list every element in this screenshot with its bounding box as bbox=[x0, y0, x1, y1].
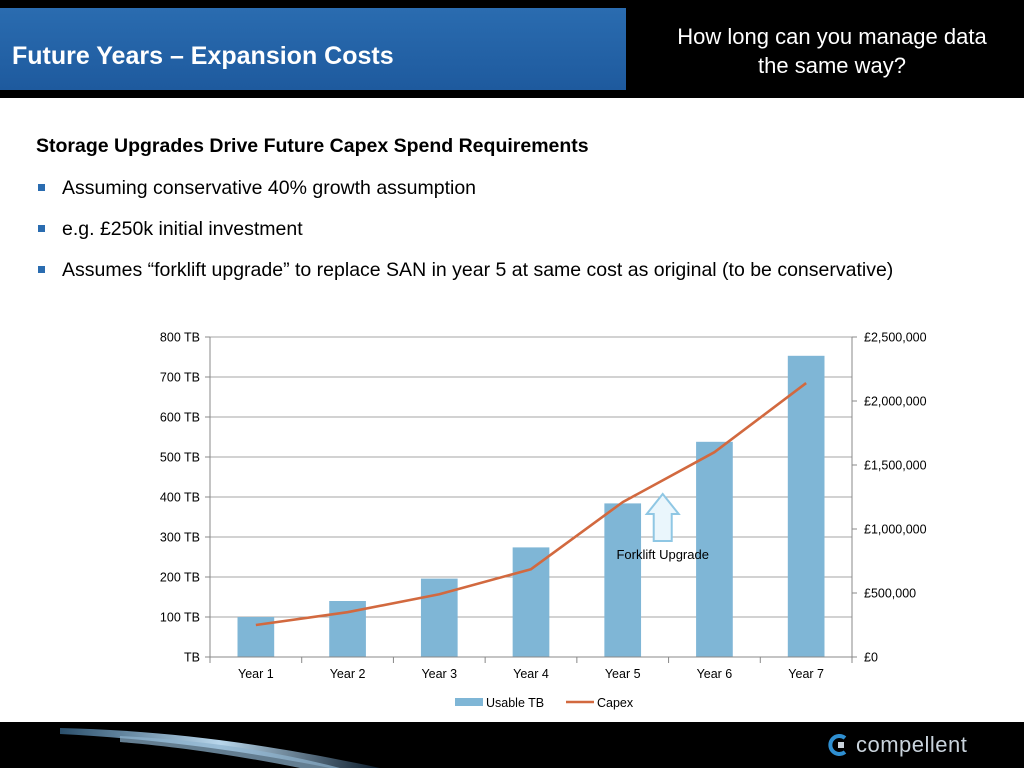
x-axis-tick-label: Year 1 bbox=[238, 667, 274, 681]
title-banner: Future Years – Expansion Costs bbox=[0, 8, 626, 90]
forklift-arrow-icon bbox=[644, 492, 681, 542]
bullet-item: e.g. £250k initial investment bbox=[36, 216, 936, 242]
right-axis-tick-label: £2,000,000 bbox=[864, 395, 927, 409]
x-axis-tick-label: Year 2 bbox=[330, 667, 366, 681]
left-axis-tick-label: 100 TB bbox=[160, 611, 200, 625]
bar bbox=[512, 547, 550, 657]
compellent-logo-icon bbox=[828, 734, 847, 756]
x-axis-tick-label: Year 5 bbox=[605, 667, 641, 681]
bar bbox=[787, 355, 825, 657]
left-axis-tick-label: 400 TB bbox=[160, 491, 200, 505]
left-axis-tick-label: TB bbox=[184, 651, 200, 665]
x-axis-tick-label: Year 6 bbox=[697, 667, 733, 681]
right-axis-tick-label: £500,000 bbox=[864, 587, 916, 601]
left-axis-tick-label: 600 TB bbox=[160, 411, 200, 425]
x-axis-tick-label: Year 4 bbox=[513, 667, 549, 681]
legend-label: Capex bbox=[597, 696, 634, 710]
logo-text: compellent bbox=[856, 732, 968, 757]
question-line-2: the same way? bbox=[758, 53, 906, 78]
bullet-text: Assuming conservative 40% growth assumpt… bbox=[62, 177, 477, 199]
right-axis-tick-label: £1,000,000 bbox=[864, 523, 927, 537]
left-axis-tick-label: 300 TB bbox=[160, 531, 200, 545]
annotation-label: Forklift Upgrade bbox=[616, 547, 708, 562]
right-axis-tick-label: £1,500,000 bbox=[864, 459, 927, 473]
compellent-logo: compellent bbox=[826, 732, 967, 758]
left-axis-tick-label: 700 TB bbox=[160, 371, 200, 385]
header-question: How long can you manage data the same wa… bbox=[640, 22, 1024, 80]
bullet-list: Assuming conservative 40% growth assumpt… bbox=[36, 175, 936, 298]
bullet-square-icon bbox=[38, 225, 45, 232]
expansion-cost-chart: TB 100 TB 200 TB 300 TB 400 TB 500 TB 600 TB 70… bbox=[160, 331, 927, 711]
capex-line bbox=[255, 382, 807, 627]
left-axis-tick-label: 200 TB bbox=[160, 571, 200, 585]
question-line-1: How long can you manage data bbox=[677, 24, 987, 49]
left-axis-tick-label: 800 TB bbox=[160, 331, 200, 345]
bar bbox=[604, 503, 642, 657]
x-axis-tick-label: Year 3 bbox=[421, 667, 457, 681]
bullet-text: Assumes “forklift upgrade” to replace SA… bbox=[62, 259, 894, 281]
bullet-item: Assumes “forklift upgrade” to replace SA… bbox=[36, 257, 936, 283]
footer-bar bbox=[0, 722, 1024, 768]
bullet-text: e.g. £250k initial investment bbox=[62, 218, 303, 240]
bullet-item: Assuming conservative 40% growth assumpt… bbox=[36, 175, 936, 201]
right-axis-tick-label: £2,500,000 bbox=[864, 331, 927, 345]
right-axis-tick-label: £0 bbox=[864, 651, 878, 665]
x-axis-tick-label: Year 7 bbox=[788, 667, 824, 681]
left-axis-tick-label: 500 TB bbox=[160, 451, 200, 465]
bullet-square-icon bbox=[38, 184, 45, 191]
bullet-square-icon bbox=[38, 266, 45, 273]
section-heading: Storage Upgrades Drive Future Capex Spen… bbox=[36, 135, 589, 157]
bar bbox=[696, 441, 733, 657]
legend-label: Usable TB bbox=[486, 696, 544, 710]
footer-swoosh-graphic bbox=[60, 728, 380, 768]
legend-swatch-usable bbox=[455, 698, 483, 706]
slide-title: Future Years – Expansion Costs bbox=[12, 42, 394, 70]
